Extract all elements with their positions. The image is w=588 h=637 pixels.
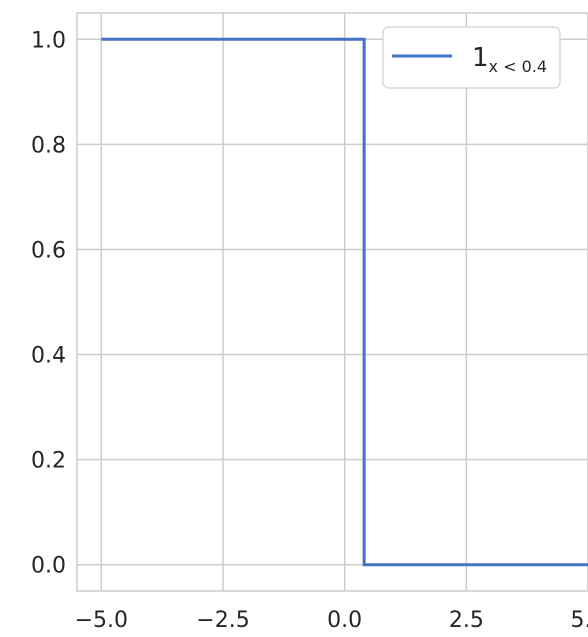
y-tick-label-1: 0.2 xyxy=(31,449,66,474)
legend-label: 1x < 0.4 xyxy=(472,43,547,76)
x-axis-ticks: −5.0 −2.5 0.0 2.5 5.0 xyxy=(75,608,588,633)
y-tick-label-2: 0.4 xyxy=(31,344,66,369)
legend: 1x < 0.4 xyxy=(382,26,561,89)
y-axis-ticks: 0.0 0.2 0.4 0.6 0.8 1.0 xyxy=(31,28,66,578)
y-tick-label-0: 0.0 xyxy=(31,554,66,579)
plot-area xyxy=(76,12,588,592)
x-tick-label-2: 0.0 xyxy=(327,608,362,633)
legend-label-main: 1 xyxy=(472,43,489,73)
series-layer xyxy=(101,37,588,567)
x-tick-label-0: −5.0 xyxy=(75,608,128,633)
legend-label-subscript: x < 0.4 xyxy=(489,57,548,76)
legend-box xyxy=(382,26,561,89)
x-tick-label-3: 2.5 xyxy=(449,608,484,633)
series-line-0 xyxy=(101,37,588,567)
y-tick-label-5: 1.0 xyxy=(31,28,66,53)
y-tick-label-4: 0.8 xyxy=(31,133,66,158)
x-tick-label-1: −2.5 xyxy=(196,608,249,633)
y-tick-label-3: 0.6 xyxy=(31,238,66,263)
x-tick-label-4: 5.0 xyxy=(571,608,588,633)
